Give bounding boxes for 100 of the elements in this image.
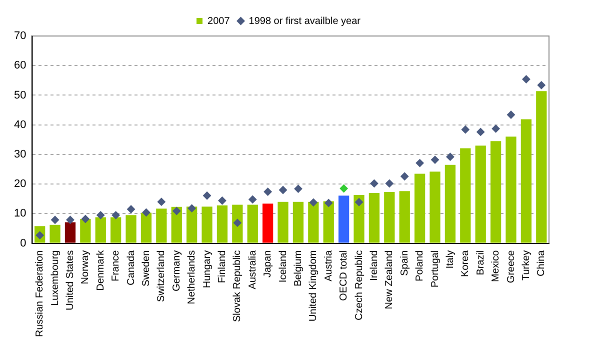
x-tick-label: Switzerland bbox=[156, 250, 168, 302]
point bbox=[279, 186, 288, 194]
bar bbox=[292, 202, 304, 243]
bar bbox=[536, 91, 547, 243]
bar bbox=[262, 204, 274, 243]
x-tick-label: Ireland bbox=[368, 250, 380, 281]
bar bbox=[460, 148, 471, 243]
x-tick-label: Norway bbox=[80, 250, 92, 284]
legend-label: 2007 bbox=[208, 16, 230, 27]
bar bbox=[354, 195, 364, 243]
x-tick-label: Finland bbox=[216, 250, 228, 284]
x-tick-label: Poland bbox=[414, 250, 426, 282]
point bbox=[309, 198, 318, 206]
bar bbox=[338, 196, 350, 243]
point bbox=[476, 128, 485, 136]
bar bbox=[80, 219, 91, 243]
point bbox=[446, 152, 454, 161]
point bbox=[431, 156, 440, 164]
point bbox=[172, 207, 181, 216]
legend-label: 1998 or first availble year bbox=[248, 16, 362, 27]
point bbox=[294, 184, 302, 193]
x-tick-label: Luxembourg bbox=[50, 250, 61, 306]
x-tick-label: Hungary bbox=[202, 250, 213, 288]
point bbox=[370, 179, 378, 188]
y-tick-label: 0 bbox=[20, 237, 26, 250]
point bbox=[340, 184, 348, 193]
bar bbox=[520, 119, 532, 243]
point bbox=[507, 110, 516, 119]
bar bbox=[444, 164, 456, 243]
point bbox=[461, 126, 470, 134]
y-tick-label: 40 bbox=[14, 118, 26, 131]
point bbox=[157, 198, 166, 206]
bar bbox=[202, 206, 212, 243]
bar bbox=[110, 217, 122, 243]
y-tick-label: 50 bbox=[14, 89, 26, 102]
point bbox=[400, 172, 409, 180]
bar bbox=[278, 202, 288, 243]
point bbox=[218, 196, 226, 205]
point bbox=[233, 218, 242, 227]
x-tick-label: Belgium bbox=[292, 250, 304, 286]
bar bbox=[475, 146, 486, 243]
bar bbox=[186, 206, 198, 243]
y-tick-label: 30 bbox=[14, 148, 26, 160]
bar bbox=[95, 217, 106, 243]
point bbox=[248, 195, 257, 204]
x-tick-label: Mexico bbox=[490, 250, 502, 282]
point bbox=[385, 179, 394, 188]
x-tick-label: Slovak Republic bbox=[232, 250, 244, 322]
bar bbox=[126, 215, 136, 243]
bar bbox=[50, 224, 60, 243]
x-tick-label: Japan bbox=[262, 250, 274, 278]
y-tick-label: 60 bbox=[14, 60, 26, 72]
point bbox=[66, 216, 74, 224]
x-tick-label: Canada bbox=[126, 250, 137, 286]
bar bbox=[64, 222, 76, 243]
bar bbox=[247, 204, 258, 243]
bar bbox=[232, 204, 243, 243]
x-tick-label: Iceland bbox=[278, 250, 289, 283]
x-tick-label: United States bbox=[64, 250, 76, 310]
x-tick-label: Portugal bbox=[430, 250, 441, 288]
bar bbox=[323, 201, 334, 243]
point bbox=[142, 208, 150, 216]
bar bbox=[399, 191, 410, 243]
bar bbox=[490, 141, 502, 243]
point bbox=[203, 192, 212, 200]
x-tick-label: Greece bbox=[506, 250, 517, 284]
x-tick-label: France bbox=[110, 250, 122, 282]
point bbox=[81, 215, 90, 224]
x-tick-label: United Kingdom bbox=[308, 250, 320, 322]
x-tick-label: China bbox=[536, 250, 548, 276]
point bbox=[522, 75, 530, 84]
bar bbox=[414, 174, 426, 243]
x-tick-label: Denmark bbox=[95, 249, 106, 291]
bar bbox=[140, 212, 152, 243]
x-tick-label: OECD total bbox=[338, 250, 350, 301]
x-tick-label: Turkey bbox=[520, 250, 532, 280]
y-tick-label: 70 bbox=[14, 30, 26, 42]
point bbox=[188, 204, 196, 212]
x-tick-label: Australia bbox=[247, 250, 258, 290]
point bbox=[416, 159, 424, 168]
point bbox=[127, 205, 136, 214]
point bbox=[112, 211, 120, 220]
x-tick-label: Germany bbox=[171, 250, 182, 292]
bar bbox=[430, 172, 440, 243]
point bbox=[492, 124, 500, 133]
x-tick-label: Austria bbox=[323, 250, 334, 282]
y-tick-label: 10 bbox=[14, 208, 26, 220]
point bbox=[96, 211, 105, 220]
x-tick-label: Spain bbox=[399, 250, 410, 276]
point bbox=[264, 188, 272, 196]
x-tick-label: Italy bbox=[444, 250, 456, 269]
bar bbox=[171, 206, 182, 243]
bar bbox=[156, 208, 167, 243]
bar bbox=[506, 136, 516, 243]
bar bbox=[308, 202, 319, 243]
x-tick-label: Sweden bbox=[140, 250, 152, 286]
point bbox=[51, 216, 60, 224]
point bbox=[537, 81, 546, 90]
point bbox=[324, 199, 333, 208]
x-tick-label: Czech Republic bbox=[354, 250, 365, 320]
